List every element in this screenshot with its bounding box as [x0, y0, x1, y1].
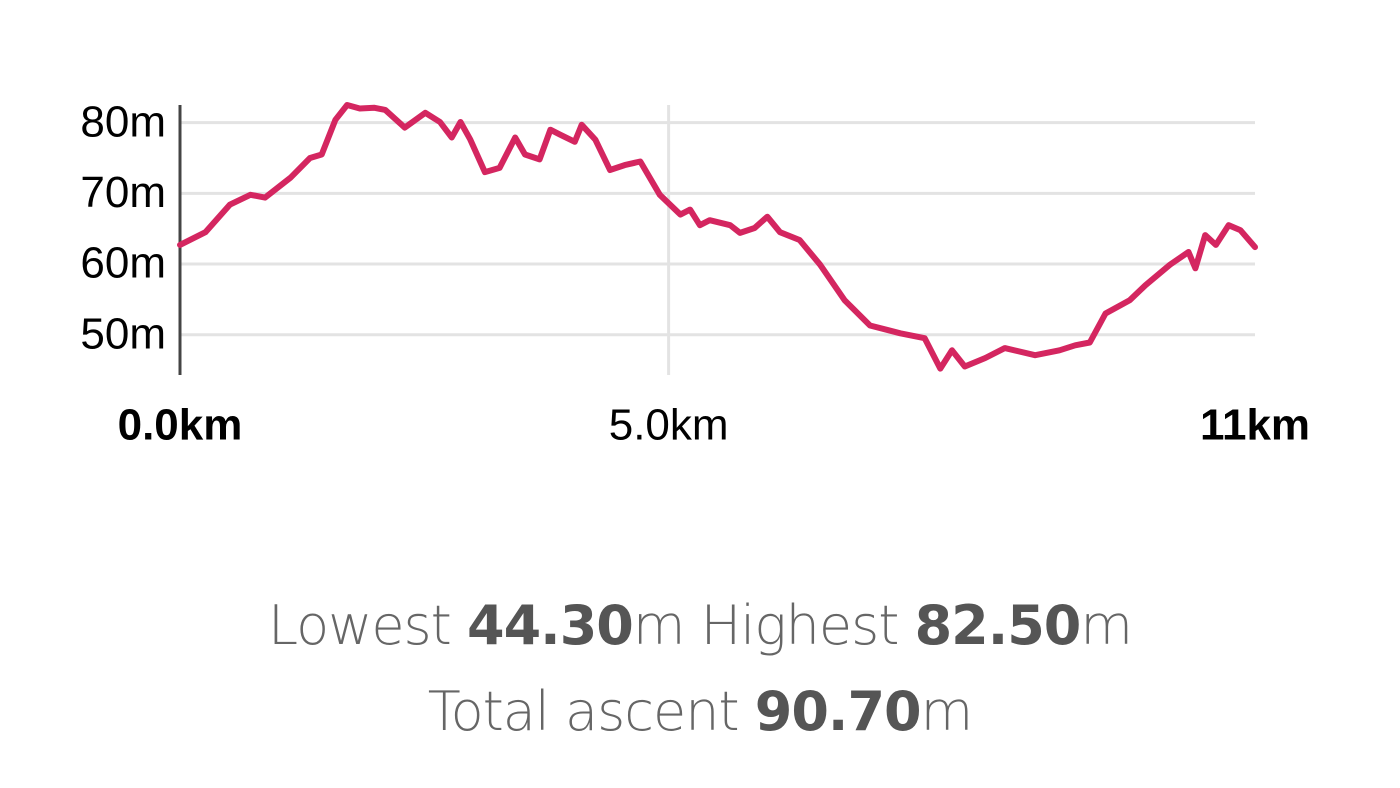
stat-value: 82.50	[914, 594, 1082, 657]
stat-unit: m	[920, 680, 974, 743]
x-tick-label: 11km	[1200, 401, 1310, 450]
stat-label: Lowest	[267, 594, 452, 657]
stat-value: 44.30	[467, 594, 634, 657]
chart: 50m 60m 70m 80m 0.0km 5.0km 11km	[80, 97, 1310, 450]
y-tick-label: 50m	[80, 309, 166, 358]
stat-label: Total ascent	[427, 680, 740, 743]
y-tick-label: 70m	[80, 168, 166, 217]
stats-line: Lowest 44.30m Highest 82.50m	[0, 594, 1400, 657]
stat-unit: m	[1080, 594, 1133, 657]
x-tick-label: 5.0km	[609, 401, 729, 450]
stat-label: Highest	[700, 594, 900, 657]
y-tick-label: 80m	[80, 97, 166, 146]
stat-unit: m	[632, 594, 686, 657]
elevation-line	[177, 102, 1258, 372]
stats-line: Total ascent 90.70m	[0, 680, 1400, 743]
y-tick-label: 60m	[80, 239, 166, 288]
x-tick-label: 0.0km	[118, 401, 243, 450]
stat-value: 90.70	[754, 680, 922, 743]
